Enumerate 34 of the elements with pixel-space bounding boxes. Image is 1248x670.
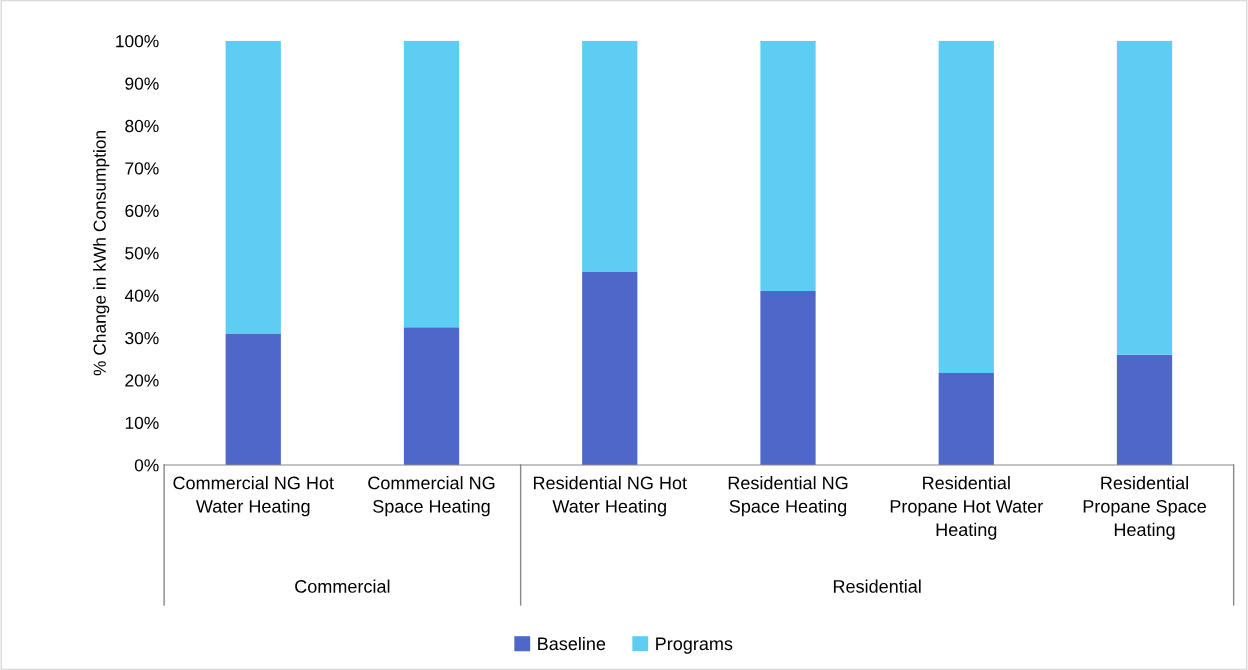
y-tick-label: 80%: [125, 119, 159, 133]
legend-label: Programs: [656, 637, 733, 654]
x-tick-label: Residential Propane Space Heating: [1083, 476, 1206, 540]
bar: [938, 40, 994, 373]
y-tick-label: 90%: [125, 77, 159, 90]
legend-label: Baseline: [538, 636, 606, 651]
y-tick-label: 30%: [125, 331, 159, 345]
bar: [403, 40, 460, 328]
y-tick-label: 100%: [116, 35, 159, 48]
bar: [760, 40, 816, 292]
bar: [225, 333, 281, 465]
bar: [582, 40, 638, 273]
bar: [582, 272, 638, 465]
text: Residential: [833, 579, 921, 593]
bar: [938, 372, 994, 465]
text: Commercial: [295, 579, 390, 593]
x-tick-label: Commercial NG Space Heating: [368, 476, 495, 517]
x-tick-label: Commercial NG Hot Water Heating: [173, 476, 334, 517]
x-tick-label: Residential NG Space Heating: [728, 476, 848, 517]
bar: [760, 291, 816, 465]
y-tick-label: 60%: [125, 204, 159, 217]
y-tick-label: 50%: [125, 247, 159, 260]
y-tick-label: 70%: [125, 162, 159, 175]
bar: [225, 40, 281, 334]
bar: [1116, 354, 1173, 465]
x-tick-label: Residential Propane Hot Water Heating: [890, 476, 1043, 540]
bar: [403, 327, 460, 465]
y-tick-label: 0%: [134, 459, 159, 472]
y-tick-label: 20%: [125, 374, 159, 387]
y-tick-label: 40%: [124, 289, 159, 302]
bar: [1116, 40, 1173, 355]
x-tick-label: Residential NG Hot Water Heating: [533, 476, 687, 517]
y-axis-title: % Change in kWh Consumption: [93, 131, 110, 376]
y-tick-label: 10%: [125, 416, 159, 430]
